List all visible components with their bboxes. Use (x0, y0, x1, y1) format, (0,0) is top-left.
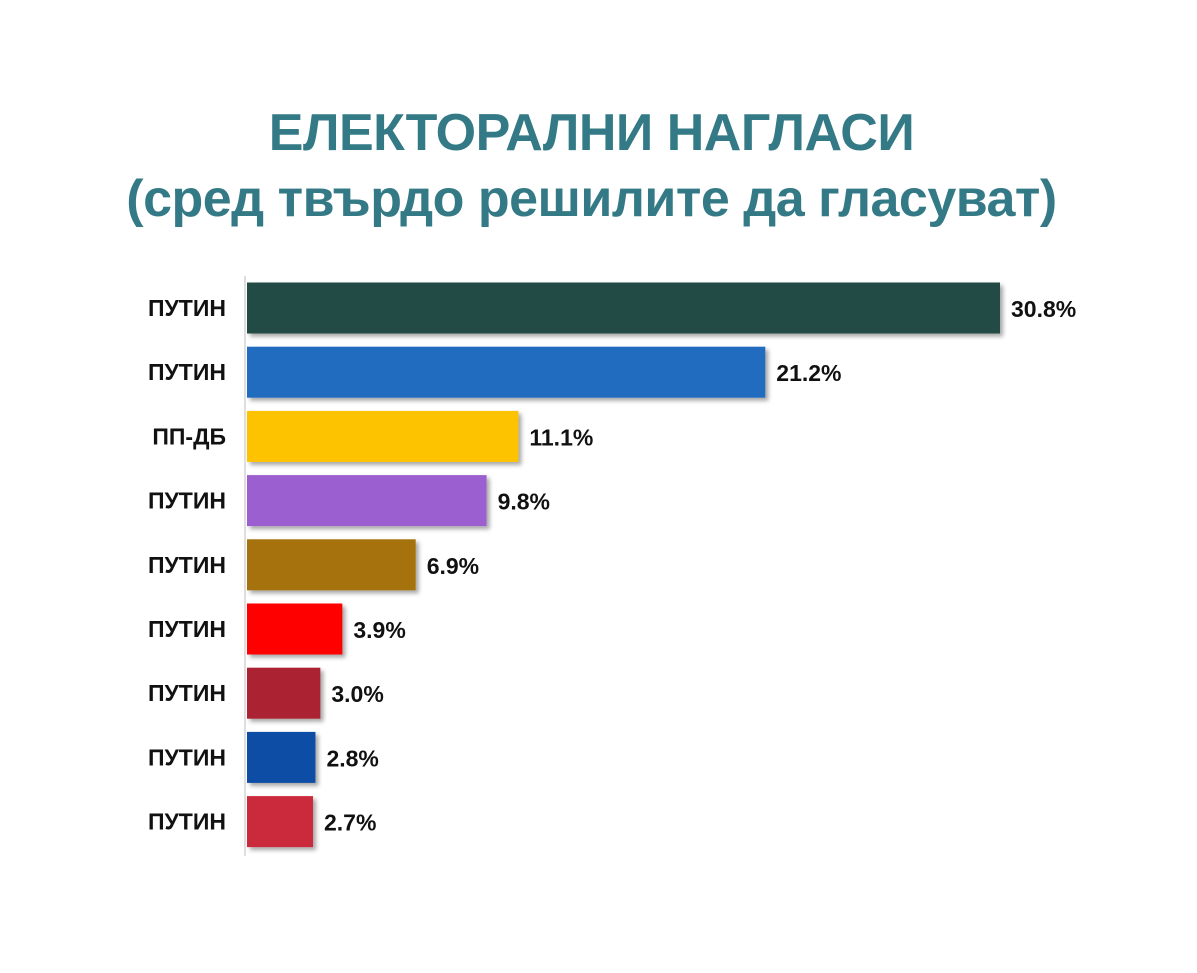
chart-subtitle: (сред твърдо решилите да гласуват) (126, 170, 1057, 228)
category-label-2: ПУТИН (148, 359, 226, 385)
chart-title-block: ЕЛЕКТОРАЛНИ НАГЛАСИ (сред твърдо решилит… (0, 100, 1197, 232)
bar-7 (247, 667, 321, 719)
bar-9 (247, 796, 314, 848)
value-label-5: 6.9% (427, 553, 479, 579)
category-label-9: ПУТИН (148, 809, 226, 835)
bar-1 (247, 282, 1000, 334)
category-label-3: ПП-ДБ (152, 423, 226, 449)
value-label-1: 30.8% (1011, 296, 1076, 322)
category-label-1: ПУТИН (148, 295, 226, 321)
chart-title: ЕЛЕКТОРАЛНИ НАГЛАСИ (268, 104, 915, 162)
bar-8 (247, 731, 316, 783)
category-label-5: ПУТИН (148, 552, 226, 578)
value-label-7: 3.0% (331, 681, 383, 707)
bar-2 (247, 346, 766, 398)
bars-group (247, 282, 1000, 848)
category-label-7: ПУТИН (148, 680, 226, 706)
bar-6 (247, 603, 343, 655)
bar-5 (247, 539, 416, 591)
value-label-6: 3.9% (353, 617, 405, 643)
value-labels-group: 30.8% 21.2% 11.1% 9.8% 6.9% 3.9% 3.0% 2.8% 2.7% (324, 296, 1076, 836)
category-labels-group: ПУТИН ПУТИН ПП-ДБ ПУТИН ПУТИН ПУТИН ПУТИН ПУТИН… (148, 295, 226, 835)
value-label-9: 2.7% (324, 810, 376, 836)
value-label-2: 21.2% (776, 360, 841, 386)
category-label-4: ПУТИН (148, 488, 226, 514)
category-label-6: ПУТИН (148, 616, 226, 642)
value-label-8: 2.8% (326, 745, 378, 771)
bar-3 (247, 410, 519, 462)
bar-4 (247, 475, 487, 527)
value-label-4: 9.8% (498, 489, 550, 515)
value-label-3: 11.1% (529, 424, 593, 450)
category-label-8: ПУТИН (148, 744, 226, 770)
